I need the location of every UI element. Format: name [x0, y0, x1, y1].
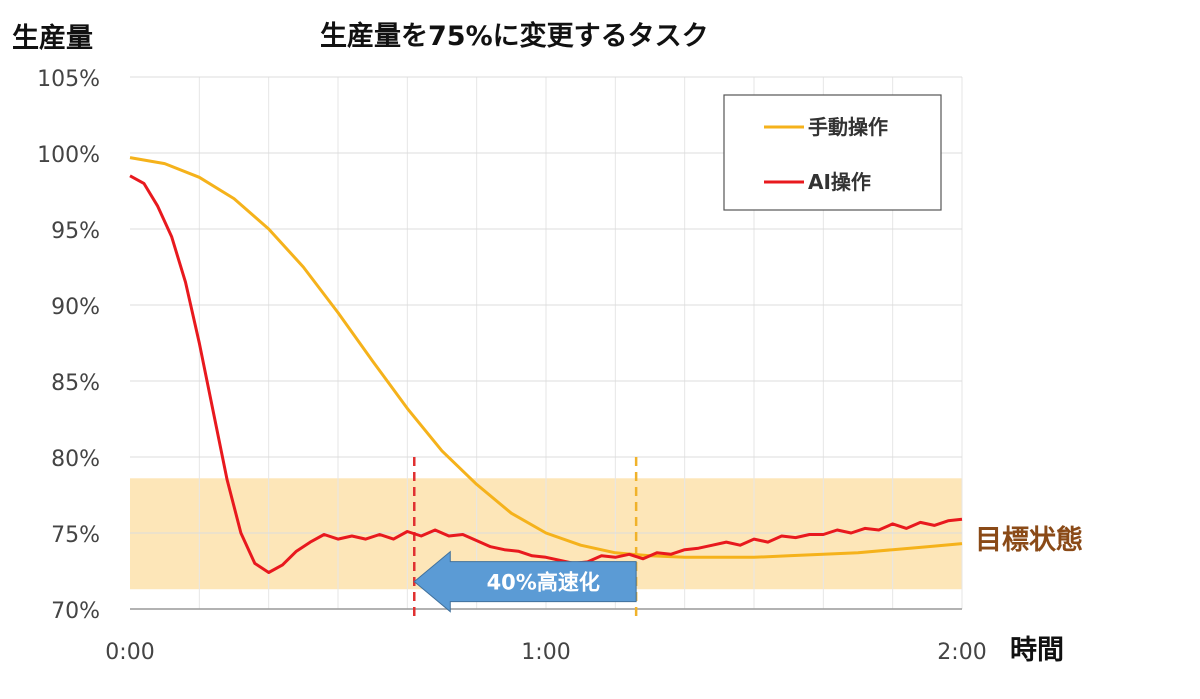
legend-box	[723, 94, 942, 211]
arrow-left-icon	[413, 550, 637, 613]
y-tick-label: 90%	[51, 295, 100, 320]
x-axis-title: 時間	[1010, 635, 1064, 666]
y-tick-label: 80%	[51, 447, 100, 472]
y-tick-label: 100%	[37, 143, 100, 168]
series-line	[129, 174, 963, 574]
chart-title: 生産量を75%に変更するタスク	[320, 21, 709, 52]
speedup-label: 40%高速化	[487, 571, 600, 595]
x-tick-label: 2:00	[937, 640, 986, 665]
y-tick-label: 70%	[51, 599, 100, 624]
x-tick-label: 0:00	[105, 640, 154, 665]
y-tick-label: 75%	[51, 523, 100, 548]
y-tick-label: 85%	[51, 371, 100, 396]
x-tick-label: 1:00	[521, 640, 570, 665]
y-tick-label: 105%	[37, 67, 100, 92]
legend-label: AI操作	[808, 170, 871, 194]
y-axis-title: 生産量	[12, 23, 93, 54]
y-tick-label: 95%	[51, 219, 100, 244]
target-band-label: 目標状態	[975, 525, 1083, 556]
legend-label: 手動操作	[808, 115, 888, 139]
series-line	[129, 156, 963, 559]
